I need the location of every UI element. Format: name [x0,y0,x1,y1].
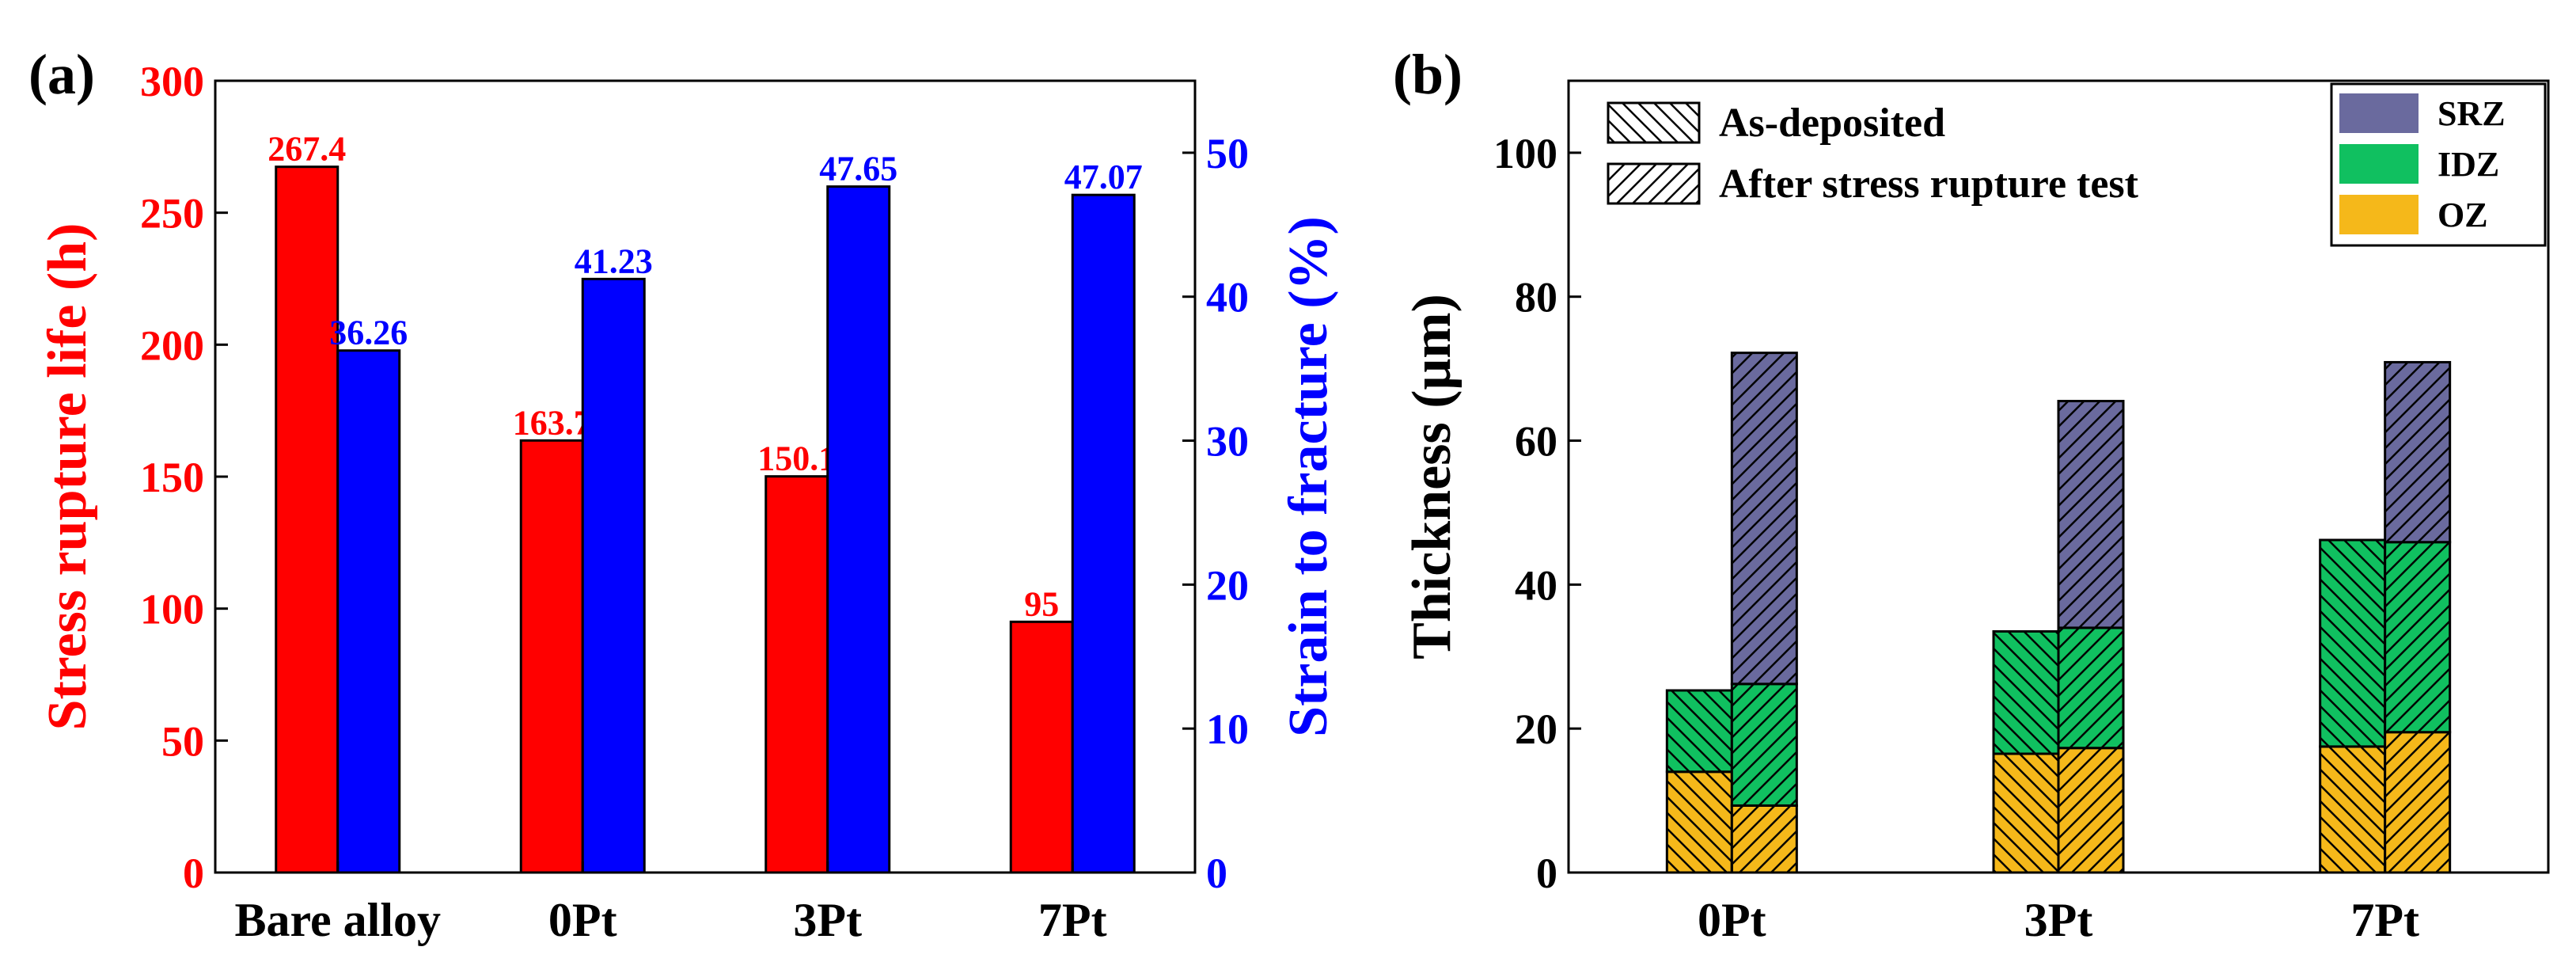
left-tick-label: 50 [161,717,204,765]
y-tick-label: 80 [1515,274,1557,321]
panel-a-x-axis: Bare alloy 0Pt 3Pt 7Pt [234,861,1107,946]
panel-b-ylabel: Thickness (μm) [1402,294,1463,660]
panel-a: (a) 267.4 36.26 163.7 41.23 150.1 47.65 95 47.0… [28,43,1339,946]
stress-bar [275,165,340,874]
idz-hatch [2320,540,2385,747]
y-tick-label: 100 [1493,130,1557,177]
oz-hatch [2384,732,2450,873]
y-tick-label: 60 [1515,418,1557,466]
legend-after-test-label: After stress rupture test [1719,162,2139,207]
left-tick-label: 150 [140,454,204,501]
panel-a-label: (a) [28,43,95,106]
right-tick-label: 30 [1206,418,1249,466]
category-label: 3Pt [2024,894,2093,946]
panel-b-color-legend: SRZ IDZ OZ [2330,82,2547,247]
right-tick-label: 0 [1206,850,1227,897]
panel-b: (b) 0 20 40 60 80 100 0Pt 3Pt 7Pt Thickness (μm… [1393,43,2550,946]
legend-oz-swatch [2339,195,2419,234]
oz-hatch [2058,747,2123,873]
legend-as-deposited-swatch [1607,101,1701,144]
panel-b-x-axis: 0Pt 3Pt 7Pt [1698,861,2419,946]
panel-a-left-ylabel: Stress rupture life (h) [37,223,98,731]
stress-value-label: 267.4 [267,130,346,169]
panel-a-left-axis: 0 50 100 150 200 250 300 [140,58,228,897]
category-label: 0Pt [548,894,617,946]
oz-hatch [1667,771,1732,873]
left-tick-label: 300 [140,58,204,105]
stress-value-label: 95 [1024,584,1059,623]
oz-hatch [1994,754,2058,873]
idz-hatch [2384,542,2450,732]
strain-bar [1071,193,1136,874]
category-label: Bare alloy [234,894,441,946]
srz-hatch [1732,352,1797,684]
legend-after-test-swatch [1607,162,1701,205]
stress-bar [764,475,829,874]
category-label: 7Pt [1038,894,1107,946]
right-tick-label: 10 [1206,705,1249,753]
stress-value-label: 150.1 [757,439,836,478]
legend-as-deposited-label: As-deposited [1719,101,1945,146]
left-tick-label: 250 [140,190,204,238]
idz-hatch [1667,690,1732,772]
legend-srz-label: SRZ [2438,94,2506,133]
strain-value-label: 47.65 [819,150,897,188]
category-label: 7Pt [2350,894,2419,946]
right-tick-label: 40 [1206,274,1249,321]
legend-srz-swatch [2339,93,2419,133]
left-tick-label: 0 [183,850,204,897]
strain-bar [826,185,891,874]
legend-oz-label: OZ [2438,196,2488,234]
oz-hatch [1732,805,1797,873]
y-tick-label: 0 [1536,850,1557,897]
idz-hatch [2058,627,2123,748]
y-tick-label: 20 [1515,705,1557,753]
idz-hatch [1732,683,1797,806]
left-tick-label: 200 [140,321,204,369]
category-label: 0Pt [1698,894,1766,946]
panel-b-label: (b) [1393,43,1463,106]
panel-a-plot: 267.4 36.26 163.7 41.23 150.1 47.65 95 47.07 [267,130,1143,874]
left-tick-label: 100 [140,586,204,633]
panel-b-plot [1665,352,2452,874]
category-label: 3Pt [793,894,862,946]
strain-bar [581,277,646,874]
panel-a-right-axis: 0 10 20 30 40 50 [1182,130,1249,897]
srz-hatch [2058,401,2123,628]
strain-value-label: 47.07 [1064,158,1143,196]
strain-value-label: 36.26 [329,314,408,352]
idz-hatch [1994,631,2058,754]
right-tick-label: 50 [1206,130,1249,177]
strain-value-label: 41.23 [575,241,653,280]
legend-idz-swatch [2339,144,2419,184]
right-tick-label: 20 [1206,561,1249,609]
stress-bar [519,439,584,874]
oz-hatch [2320,746,2385,873]
panel-b-hatch-legend: As-deposited After stress rupture test [1607,101,2139,207]
panel-b-y-axis: 0 20 40 60 80 100 [1493,130,1581,897]
stress-bar [1009,620,1074,874]
panel-a-right-ylabel: Strain to fracture (%) [1278,216,1339,737]
strain-bar [336,349,401,874]
stress-value-label: 163.7 [513,403,591,442]
srz-hatch [2384,362,2450,542]
y-tick-label: 40 [1515,561,1557,609]
legend-idz-label: IDZ [2438,145,2499,184]
